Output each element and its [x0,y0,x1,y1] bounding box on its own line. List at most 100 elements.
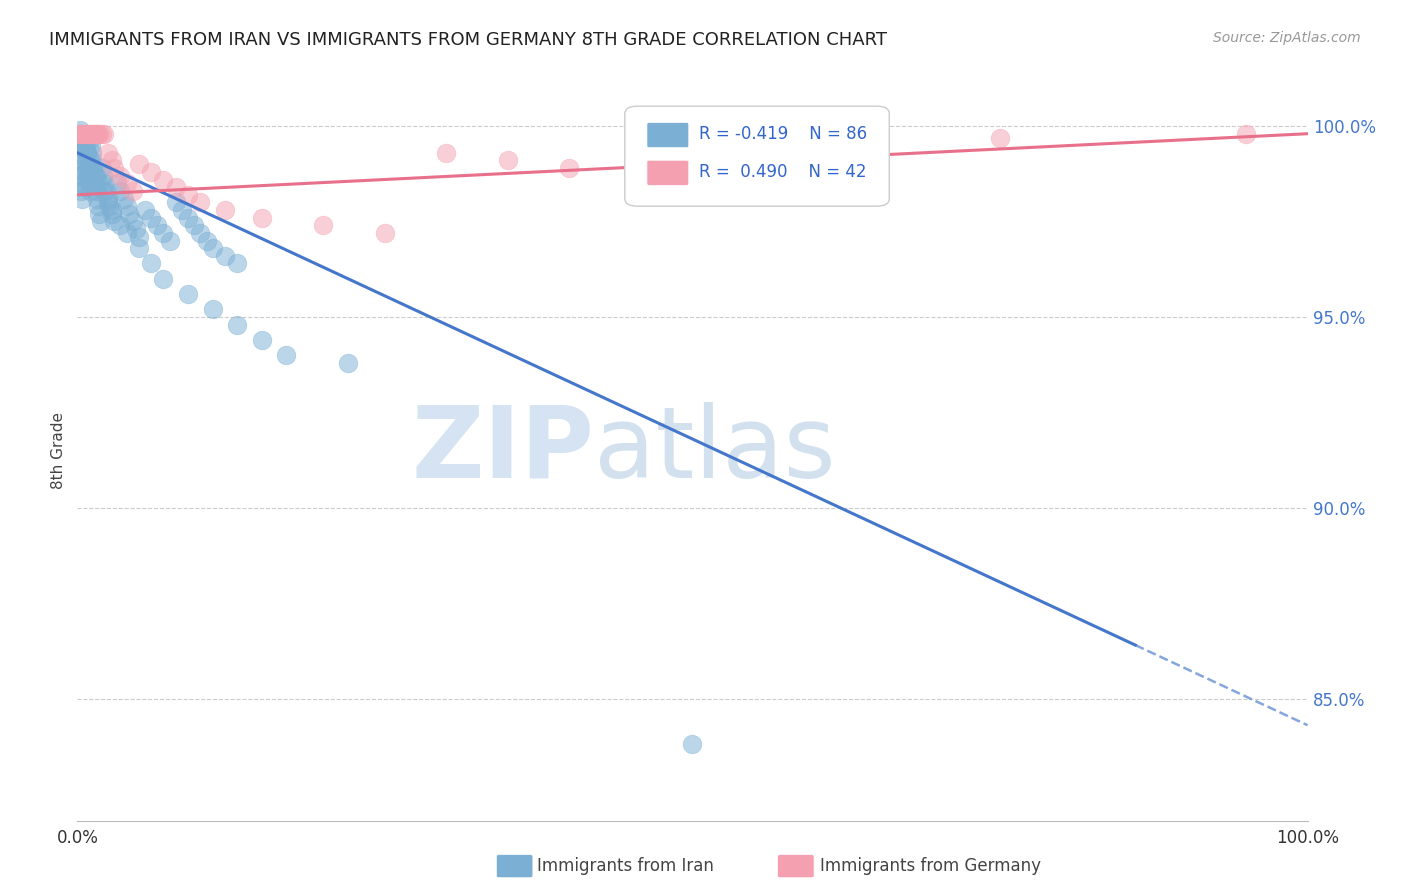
Point [94,184,117,198]
Point [80,130,103,145]
Point [121,184,143,198]
Point [93,177,115,191]
Point [70,127,93,141]
Point [188,226,212,240]
Point [1234,127,1257,141]
Point [72,127,94,141]
Point [988,130,1011,145]
Text: Immigrants from Germany: Immigrants from Germany [820,857,1040,875]
Point [91,184,114,198]
Point [87,127,110,141]
Point [118,207,141,221]
Point [90,127,114,141]
Point [226,318,249,332]
Point [115,199,138,213]
Point [75,127,97,141]
Point [103,161,125,175]
Point [115,177,138,191]
Point [72,134,94,148]
Point [90,161,114,175]
Point [70,184,93,198]
Point [70,177,93,191]
Point [177,211,200,225]
Point [77,169,100,183]
Point [73,127,96,141]
Point [436,145,458,160]
Point [70,127,93,141]
Point [558,161,581,175]
Point [97,195,120,210]
Point [159,234,181,248]
Point [70,192,93,206]
Point [91,169,114,183]
Point [177,187,200,202]
Point [101,202,124,217]
Point [165,195,187,210]
Point [76,145,98,160]
Point [70,134,93,148]
Point [73,138,96,153]
Point [76,127,98,141]
Point [128,241,150,255]
Point [86,127,108,141]
Point [152,271,174,285]
Point [115,226,138,240]
Point [128,229,150,244]
Point [165,180,187,194]
Point [250,333,273,347]
Point [134,202,156,217]
Point [70,127,93,141]
Point [70,130,93,145]
Point [112,192,135,206]
Text: atlas: atlas [595,402,835,499]
Point [83,169,105,183]
Point [80,127,103,141]
Point [79,177,101,191]
Point [76,145,98,160]
Point [82,145,104,160]
Point [128,157,150,171]
Point [97,145,120,160]
Point [141,256,163,270]
Text: Immigrants from Iran: Immigrants from Iran [537,857,714,875]
FancyBboxPatch shape [647,161,689,186]
Point [67,127,90,141]
Point [374,226,396,240]
FancyBboxPatch shape [624,106,890,206]
Text: IMMIGRANTS FROM IRAN VS IMMIGRANTS FROM GERMANY 8TH GRADE CORRELATION CHART: IMMIGRANTS FROM IRAN VS IMMIGRANTS FROM … [49,31,887,49]
Point [201,302,224,317]
Point [67,157,90,171]
Point [121,214,143,228]
Point [97,192,120,206]
Point [101,153,124,168]
Point [496,153,519,168]
Point [110,169,132,183]
Point [93,127,115,141]
Point [77,127,100,141]
Point [75,172,97,186]
Point [276,348,298,362]
Point [103,214,125,228]
Point [76,153,98,168]
Point [83,127,105,141]
Point [105,177,128,191]
Point [125,222,148,236]
Point [69,127,91,141]
Point [79,127,101,141]
Point [82,153,104,168]
Point [82,127,104,141]
Point [804,138,827,153]
Point [84,184,107,198]
Point [89,207,111,221]
FancyBboxPatch shape [647,122,689,148]
Point [84,169,107,183]
Point [75,180,97,194]
Point [141,165,163,179]
Point [312,219,335,233]
Point [73,165,96,179]
Point [72,142,94,156]
Point [87,199,110,213]
Text: Source: ZipAtlas.com: Source: ZipAtlas.com [1213,31,1361,45]
Point [77,161,100,175]
Point [69,169,91,183]
